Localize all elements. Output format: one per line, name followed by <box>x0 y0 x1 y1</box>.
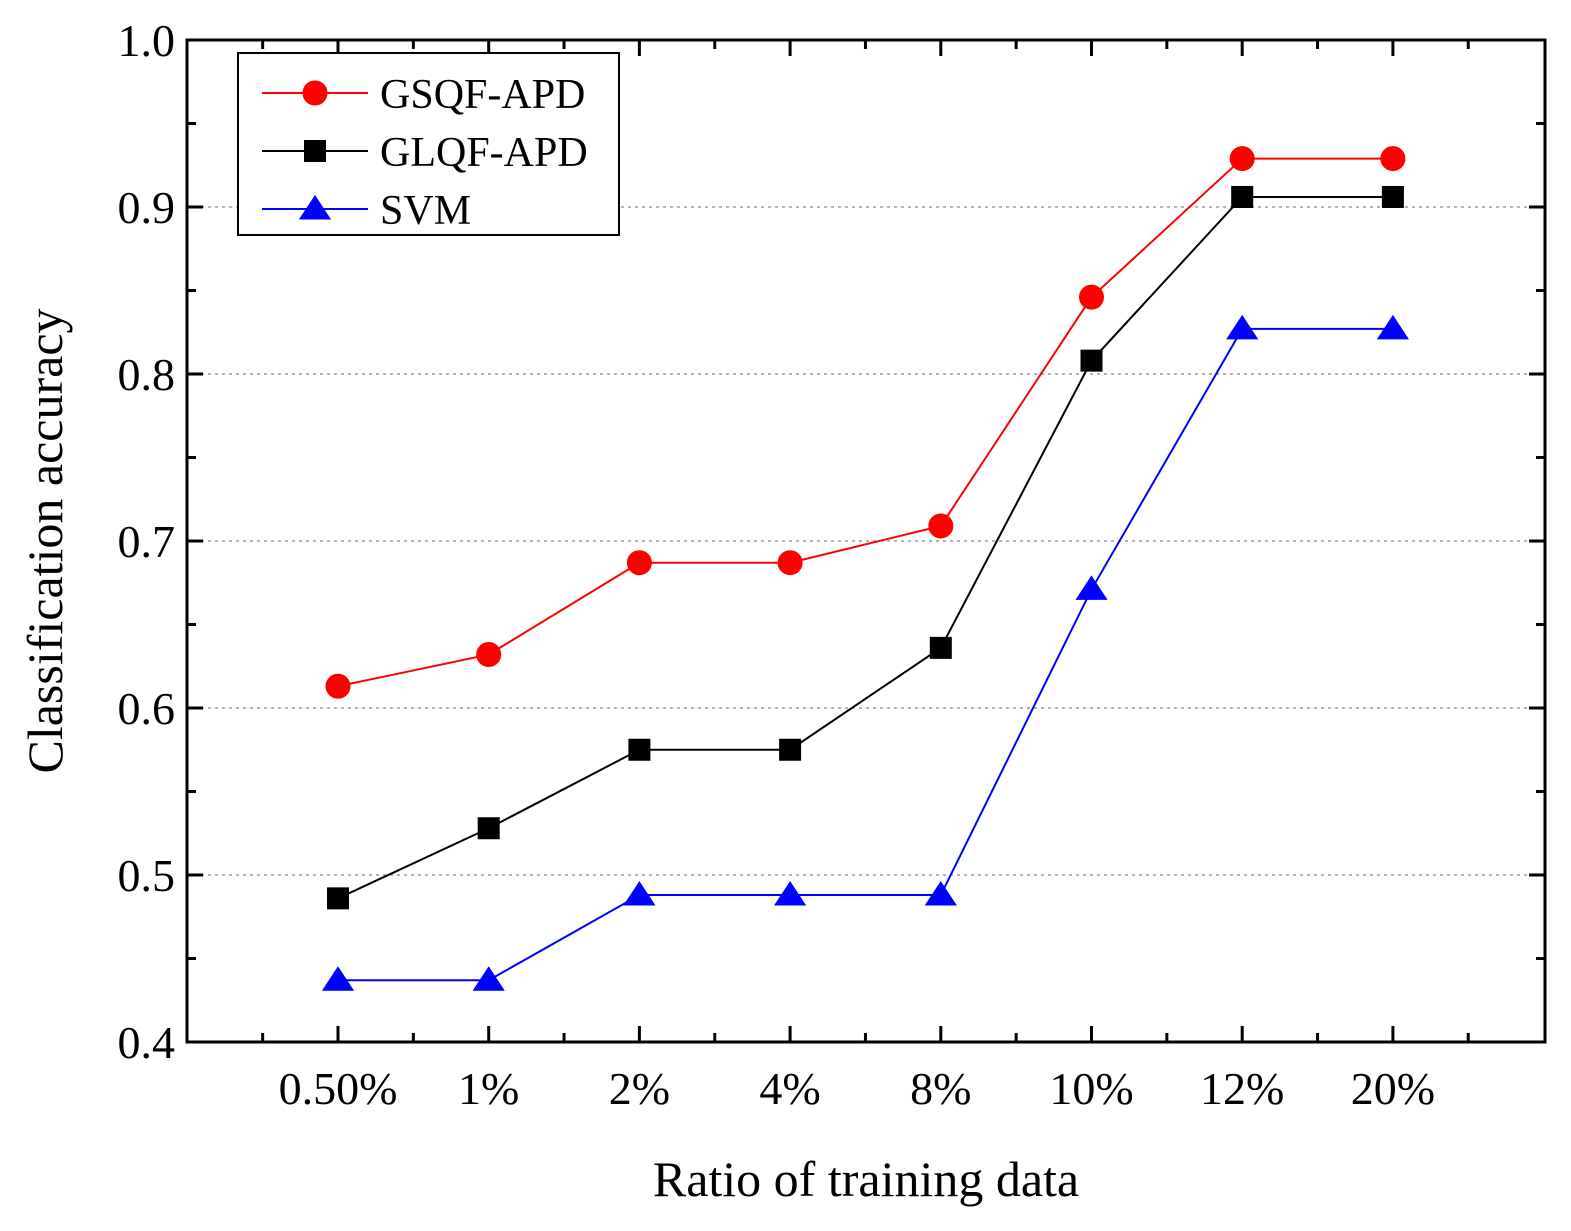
data-point-gsqf-apd <box>325 673 351 699</box>
data-point-gsqf-apd <box>476 642 502 668</box>
x-tick-label: 10% <box>1049 1063 1133 1114</box>
x-tick-label: 1% <box>458 1063 519 1114</box>
data-point-glqf-apd <box>477 817 500 840</box>
x-tick-label: 4% <box>759 1063 820 1114</box>
series-line-gsqf-apd <box>337 157 1393 688</box>
y-tick-label: 0.5 <box>118 850 176 901</box>
y-tick-labels: 0.4 0.5 0.6 0.7 0.8 0.9 1.0 <box>118 15 176 1068</box>
legend-label-glqf-apd: GLQF-APD <box>380 130 588 176</box>
data-point-gsqf-apd <box>1229 146 1255 172</box>
y-tick-label: 0.9 <box>118 182 176 233</box>
legend-box <box>237 52 620 236</box>
series-layer <box>321 146 1409 991</box>
legend-label-svm: SVM <box>380 188 471 234</box>
data-point-gsqf-apd <box>1380 146 1406 172</box>
data-point-glqf-apd <box>779 738 802 761</box>
gridlines <box>187 206 1545 876</box>
legend-marker-gsqf-apd <box>302 80 328 106</box>
data-point-glqf-apd <box>1231 185 1254 208</box>
data-point-glqf-apd <box>327 887 349 910</box>
axis-ticks <box>187 38 1545 1044</box>
y-tick-label: 0.4 <box>118 1017 176 1068</box>
data-point-gsqf-apd <box>928 513 954 539</box>
y-tick-label: 0.6 <box>118 683 176 734</box>
data-point-gsqf-apd <box>626 550 652 576</box>
y-tick-label: 0.7 <box>118 516 176 567</box>
data-point-svm <box>774 881 807 906</box>
data-point-glqf-apd <box>1381 185 1404 208</box>
data-point-svm <box>1376 314 1409 340</box>
x-axis-title: Ratio of training data <box>653 1151 1079 1207</box>
legend-marker-glqf-apd <box>304 140 326 162</box>
legend-label-gsqf-apd: GSQF-APD <box>380 72 585 118</box>
series-svm <box>321 314 1409 991</box>
y-axis-title: Classification accuracy <box>17 308 73 773</box>
x-tick-label: 12% <box>1200 1063 1284 1114</box>
data-point-svm <box>321 966 355 991</box>
data-point-svm <box>623 881 656 906</box>
x-tick-label: 2% <box>609 1063 670 1114</box>
data-point-svm <box>1075 575 1108 600</box>
data-point-svm <box>1226 314 1259 340</box>
data-point-svm <box>924 881 957 906</box>
x-tick-label: 8% <box>910 1063 971 1114</box>
data-point-glqf-apd <box>628 738 651 761</box>
data-point-svm <box>472 966 505 991</box>
x-tick-label: 0.50% <box>279 1063 398 1114</box>
x-tick-label: 20% <box>1351 1063 1435 1114</box>
series-line-svm <box>338 327 1393 982</box>
series-line-glqf-apd <box>337 195 1393 900</box>
legend: GSQF-APD GLQF-APD SVM <box>237 52 620 236</box>
y-tick-label: 0.8 <box>118 349 176 400</box>
x-tick-labels: 0.50% 1% 2% 4% 8% 10% 12% 20% <box>279 1063 1435 1114</box>
data-point-gsqf-apd <box>777 550 803 576</box>
y-tick-label: 1.0 <box>118 15 176 66</box>
data-point-gsqf-apd <box>1079 284 1104 310</box>
data-point-glqf-apd <box>929 636 952 659</box>
legend-marker-svm <box>298 195 332 220</box>
series-glqf-apd <box>327 185 1404 910</box>
data-point-glqf-apd <box>1080 349 1103 372</box>
series-gsqf-apd <box>325 146 1406 699</box>
